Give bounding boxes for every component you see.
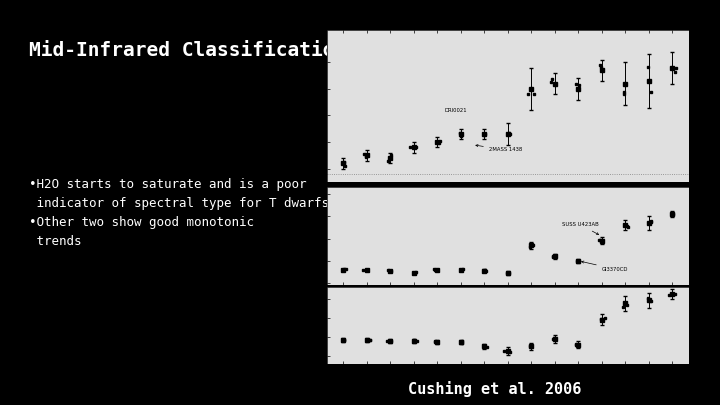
- Text: Mid-Infrared Classification: Mid-Infrared Classification: [29, 40, 346, 60]
- Text: DRI0021: DRI0021: [444, 107, 467, 113]
- Y-axis label: IRS-H₂O: IRS-H₂O: [300, 91, 309, 121]
- Text: 2MASS 1438: 2MASS 1438: [476, 145, 522, 152]
- Text: Cushing et al. 2006: Cushing et al. 2006: [408, 381, 582, 397]
- Y-axis label: IRS-CH₄: IRS-CH₄: [300, 222, 309, 251]
- Text: Gl3370CD: Gl3370CD: [582, 261, 628, 272]
- X-axis label: Spectral Type: Spectral Type: [482, 376, 534, 385]
- Text: •H2O starts to saturate and is a poor
 indicator of spectral type for T dwarfs
•: •H2O starts to saturate and is a poor in…: [29, 178, 329, 248]
- Y-axis label: RS-NH₃: RS-NH₃: [300, 311, 309, 339]
- Text: SUSS U423AB: SUSS U423AB: [562, 222, 598, 234]
